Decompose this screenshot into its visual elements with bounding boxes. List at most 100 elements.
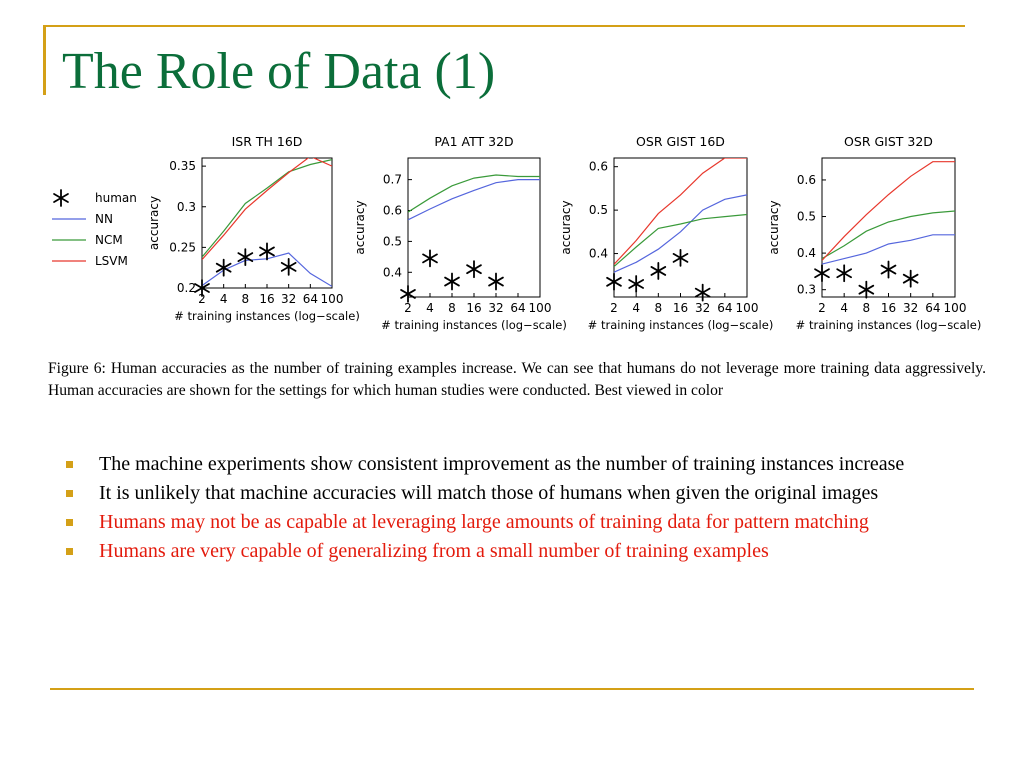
bullet-text: It is unlikely that machine accuracies w… (99, 482, 879, 504)
chart-panel-1: PA1 ATT 32D 0.4 0.5 0.6 0.7 2 4 8 16 32 64 100 accur… (353, 134, 567, 332)
y-tick-label: 0.5 (383, 234, 402, 248)
human-marker (237, 248, 254, 267)
bullet-item: The machine experiments show consistent … (60, 453, 950, 476)
accent-rule-bottom (50, 688, 974, 690)
human-marker (215, 258, 232, 277)
x-tick-label: 100 (321, 292, 344, 306)
x-tick-label: 64 (925, 301, 940, 315)
y-tick-label: 0.7 (383, 173, 402, 187)
human-marker (902, 269, 919, 288)
y-tick-label: 0.4 (383, 265, 402, 279)
chart-title: ISR TH 16D (232, 134, 303, 149)
bullet-marker (66, 490, 73, 497)
x-tick-label: 64 (717, 301, 732, 315)
chart-legend: human NN NCM LSVM (52, 189, 137, 268)
bullet-item: Humans may not be as capable at leveragi… (60, 511, 950, 534)
x-axis-label: # training instances (log−scale) (381, 318, 567, 332)
human-marker (422, 249, 438, 268)
x-tick-label: 32 (281, 292, 296, 306)
human-marker (444, 272, 460, 291)
human-marker (672, 249, 689, 267)
x-tick-label: 2 (818, 301, 826, 315)
y-axis-label: accuracy (353, 200, 367, 254)
human-marker (694, 283, 711, 302)
series-line-nn (822, 234, 955, 265)
x-axis-label: # training instances (log−scale) (174, 309, 360, 323)
x-tick-label: 8 (863, 301, 871, 315)
x-tick-label: 4 (840, 301, 848, 315)
series-line-nn (614, 194, 747, 273)
legend-label-lsvm: LSVM (95, 254, 128, 268)
x-tick-label: 2 (404, 301, 412, 315)
human-marker (466, 260, 482, 279)
x-tick-label: 64 (510, 301, 525, 315)
series-line-nn (408, 178, 540, 221)
human-marker (880, 260, 897, 279)
x-tick-label: 2 (198, 292, 206, 306)
bullet-text: Humans may not be as capable at leveragi… (99, 511, 869, 533)
chart-title: PA1 ATT 32D (434, 134, 513, 149)
chart-panel-0: ISR TH 16D 0.2 0.25 0.3 0.35 2 4 8 16 32 64 100 accu… (147, 134, 360, 323)
legend-label-human: human (95, 191, 137, 205)
series-line-ncm (408, 174, 540, 213)
x-tick-label: 16 (881, 301, 896, 315)
bullet-marker (66, 461, 73, 468)
bullet-text: The machine experiments show consistent … (99, 453, 905, 475)
y-tick-label: 0.6 (797, 173, 816, 187)
x-axis-label: # training instances (log−scale) (588, 318, 774, 332)
x-tick-label: 8 (448, 301, 456, 315)
chart-panel-3: OSR GIST 32D 0.3 0.4 0.5 0.6 2 4 8 16 32 64 100 accu… (767, 134, 981, 332)
x-tick-label: 64 (303, 292, 318, 306)
x-tick-label: 8 (655, 301, 663, 315)
human-marker (606, 272, 622, 291)
x-tick-label: 32 (488, 301, 503, 315)
y-tick-label: 0.4 (797, 246, 816, 260)
human-marker (194, 279, 210, 297)
x-tick-label: 16 (673, 301, 688, 315)
bullet-item: Humans are very capable of generalizing … (60, 540, 950, 563)
y-tick-label: 0.5 (797, 210, 816, 224)
bullet-marker (66, 548, 73, 555)
human-marker (814, 264, 830, 283)
legend-label-ncm: NCM (95, 233, 123, 247)
series-line-lsvm (202, 158, 332, 260)
y-tick-label: 0.3 (797, 283, 816, 297)
y-tick-label: 0.25 (169, 240, 196, 254)
chart-frame (613, 157, 748, 298)
bullet-text: Humans are very capable of generalizing … (99, 540, 769, 562)
human-marker (488, 272, 504, 291)
series-line-ncm (202, 159, 332, 258)
figure-charts: human NN NCM LSVM ISR TH 16D 0.2 0.25 0.3 0.35 2 4… (0, 130, 1024, 340)
x-tick-label: 32 (695, 301, 710, 315)
x-tick-label: 100 (529, 301, 552, 315)
y-tick-label: 0.35 (169, 159, 196, 173)
x-tick-label: 100 (736, 301, 759, 315)
series-line-lsvm (614, 158, 747, 265)
x-tick-label: 100 (944, 301, 967, 315)
y-tick-label: 0.5 (589, 203, 608, 217)
legend-label-nn: NN (95, 212, 113, 226)
x-tick-label: 2 (610, 301, 618, 315)
x-tick-label: 4 (426, 301, 434, 315)
series-line-lsvm (822, 161, 955, 261)
y-tick-label: 0.6 (589, 160, 608, 174)
legend-human-marker (53, 189, 69, 207)
x-tick-label: 4 (632, 301, 640, 315)
slide-title: The Role of Data (1) (62, 43, 496, 100)
human-marker (858, 280, 875, 299)
chart-panel-2: OSR GIST 16D 0.4 0.5 0.6 2 4 8 16 32 64 100 accurac… (559, 134, 773, 332)
series-line-ncm (614, 213, 747, 268)
x-tick-label: 4 (220, 292, 228, 306)
x-tick-label: 32 (903, 301, 918, 315)
figure-caption: Figure 6: Human accuracies as the number… (48, 360, 986, 399)
bullet-marker (66, 519, 73, 526)
chart-title: OSR GIST 16D (636, 134, 725, 149)
y-axis-label: accuracy (559, 200, 573, 254)
x-axis-label: # training instances (log−scale) (796, 318, 982, 332)
chart-title: OSR GIST 32D (844, 134, 933, 149)
human-marker (280, 257, 297, 276)
y-tick-label: 0.4 (589, 247, 608, 261)
bullet-list: The machine experiments show consistent … (60, 453, 950, 569)
y-tick-label: 0.3 (177, 200, 196, 214)
